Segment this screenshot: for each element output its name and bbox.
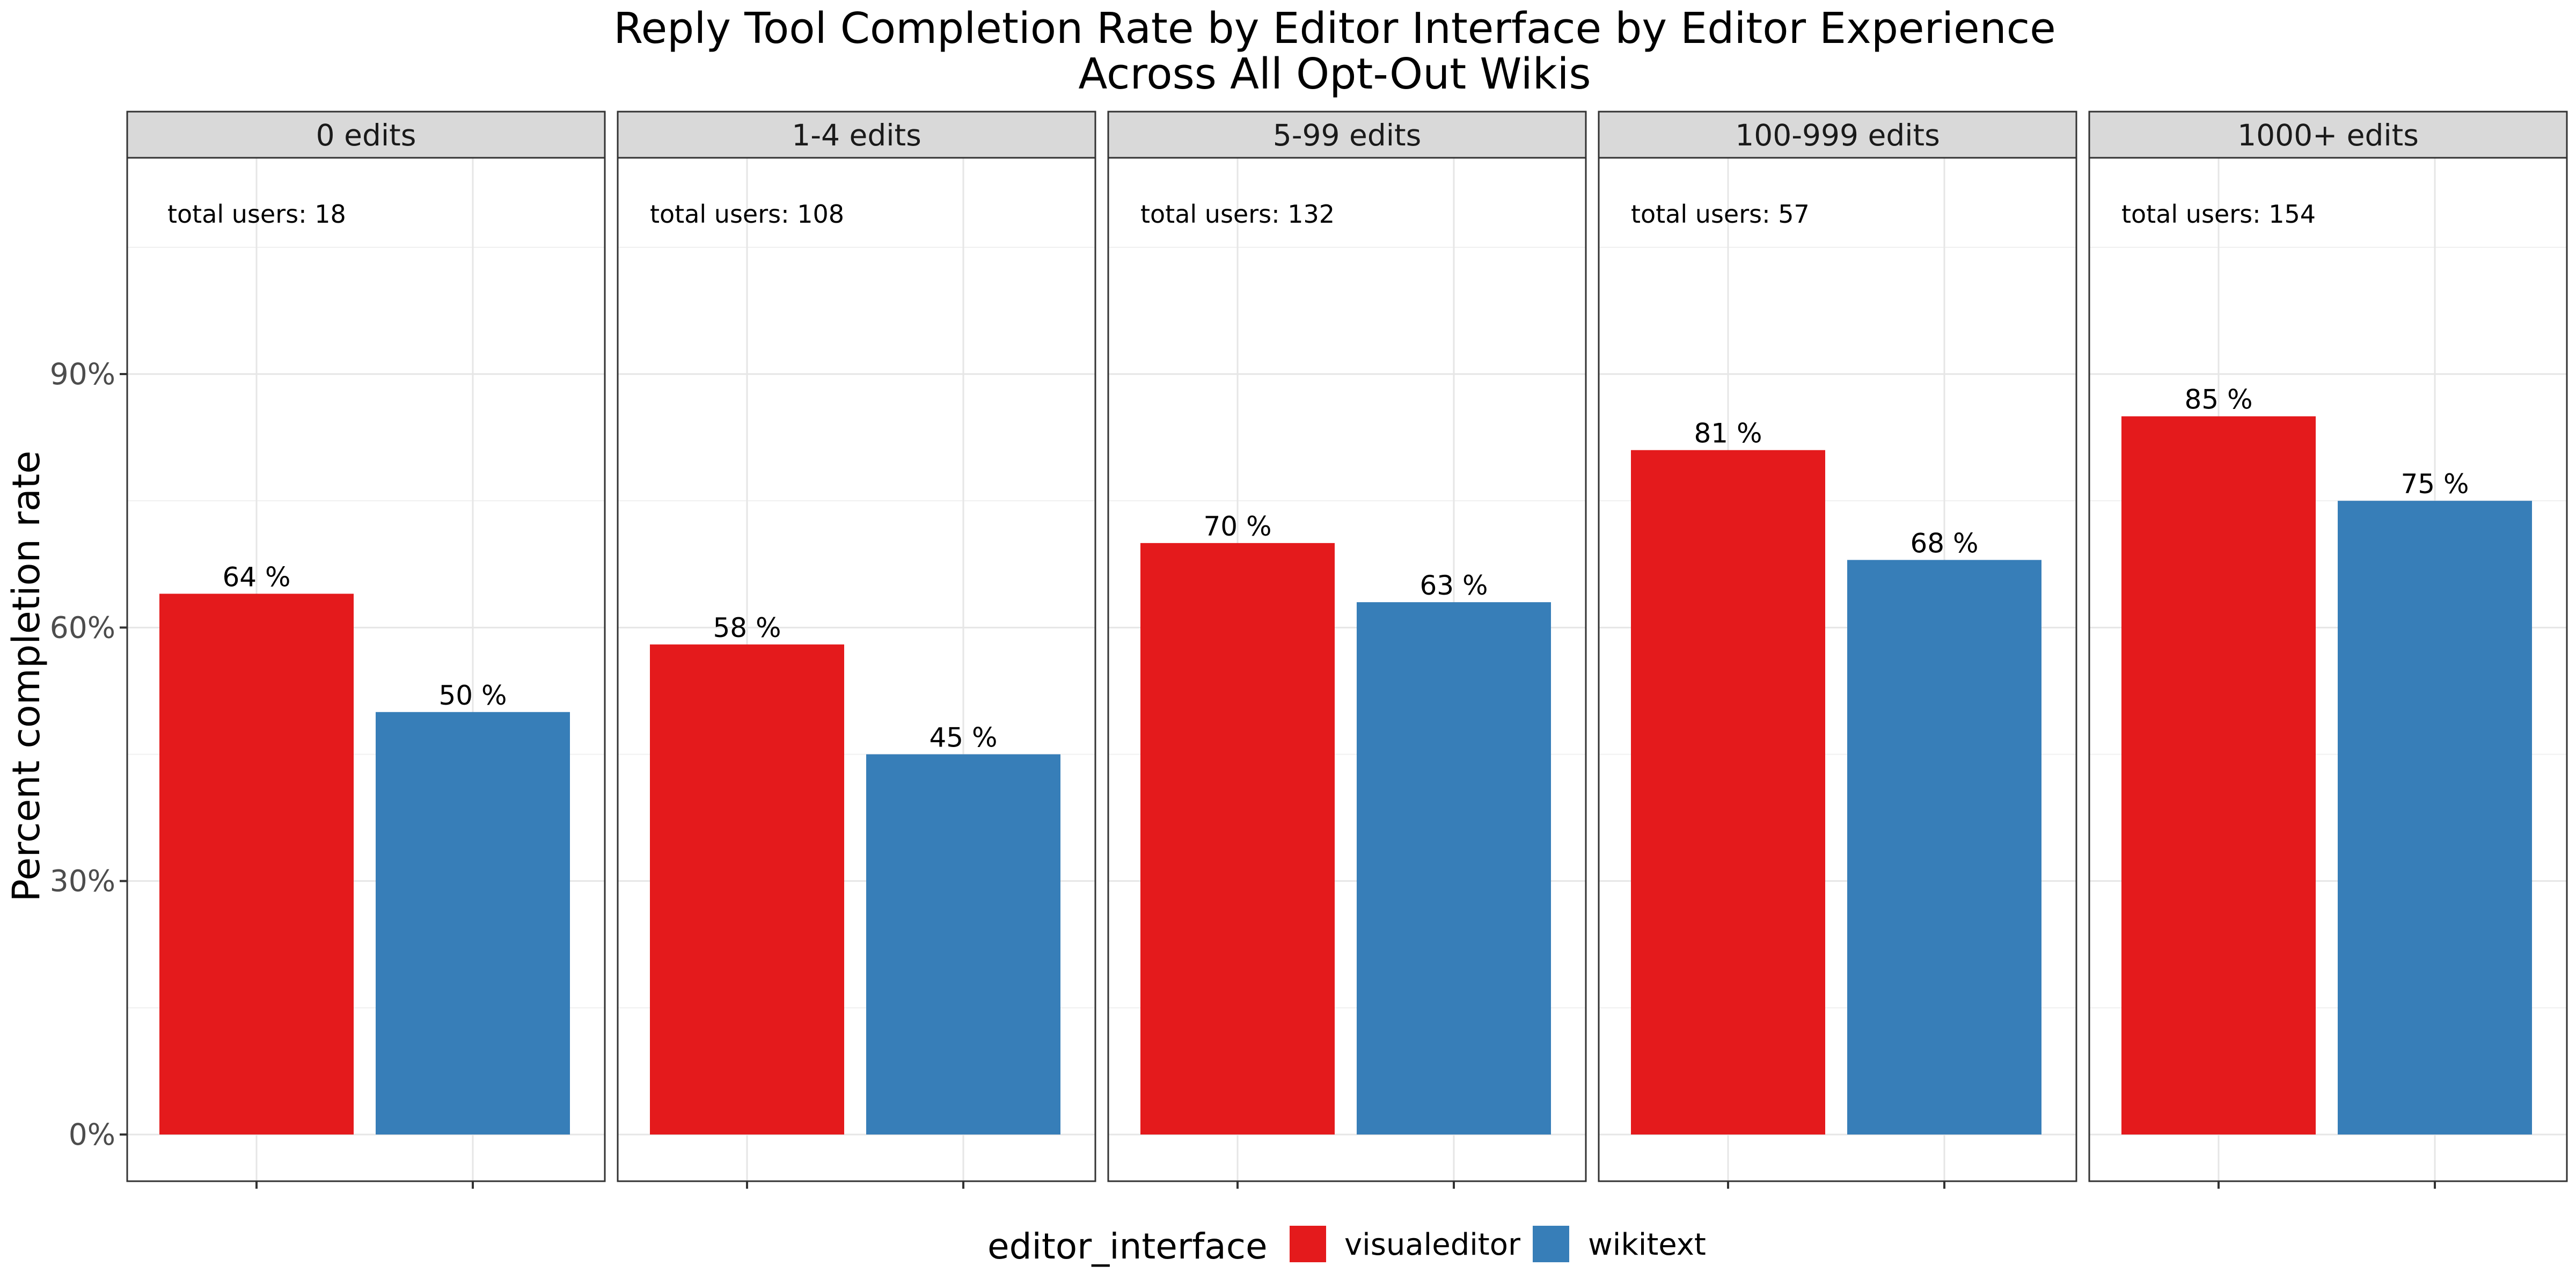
panel-border [2088,157,2568,1182]
legend-label: wikitext [1588,1227,1706,1262]
facet-strip-label: 100-999 edits [1735,118,1940,152]
facet-panel: 100-999 edits total users: 57 81 % 68 % [1598,111,2077,1189]
facet-strip-label: 1-4 edits [792,118,921,152]
bar-wikitext [1847,560,2041,1135]
bar-visualeditor [650,644,844,1135]
bar-wikitext [1357,602,1551,1135]
y-axis-tick-label: 90% [50,357,115,391]
bar-visualeditor [1140,543,1335,1135]
bar-value-label: 64 % [222,561,290,592]
total-users-annotation: total users: 154 [2121,200,2316,229]
y-axis: 0% 30% 60% 90% [50,357,127,1152]
total-users-annotation: total users: 18 [167,200,346,229]
bar-value-label: 70 % [1203,511,1271,542]
legend-label: visualeditor [1344,1227,1521,1262]
chart-title-line2: Across All Opt-Out Wikis [1078,49,1591,99]
facet-strip-label: 1000+ edits [2237,118,2419,152]
legend-key-visualeditor [1290,1226,1326,1262]
bar-visualeditor [1631,450,1825,1135]
panels: 0 edits total users: 18 64 % 50 % 1-4 edits t… [126,111,2568,1189]
bar-value-label: 45 % [929,722,997,753]
facet-strip [1598,111,2077,159]
facet-panel: 5-99 edits total users: 132 70 % 63 % [1107,111,1587,1189]
chart-title-line1: Reply Tool Completion Rate by Editor Int… [613,4,2056,53]
facet-strip [617,111,1096,159]
bar-value-label: 63 % [1419,570,1488,601]
bar-visualeditor [159,594,354,1135]
bar-visualeditor [2121,416,2316,1135]
panel-border [617,157,1096,1182]
total-users-annotation: total users: 108 [650,200,844,229]
bar-value-label: 58 % [713,612,781,643]
facet-strip-label: 5-99 edits [1273,118,1422,152]
bar-value-label: 50 % [438,680,507,711]
total-users-annotation: total users: 132 [1140,200,1335,229]
facet-strip-label: 0 edits [316,118,416,152]
facet-strip [126,111,606,159]
panel-border [1107,157,1587,1182]
panel-border [126,157,606,1182]
legend-key-wikitext [1533,1226,1569,1262]
y-axis-title: Percent completion rate [4,451,48,902]
legend: editor_interface visualeditor wikitext [987,1226,1706,1267]
facet-panel: 0 edits total users: 18 64 % 50 % [126,111,606,1189]
y-axis-tick-label: 30% [50,864,115,898]
facet-panel: 1000+ edits total users: 154 85 % 75 % [2088,111,2568,1189]
facet-strip [2088,111,2568,159]
bar-wikitext [866,754,1060,1135]
y-axis-tick-label: 60% [50,610,115,645]
y-axis-tick-label: 0% [69,1117,115,1152]
bar-value-label: 68 % [1910,528,1978,559]
bar-value-label: 81 % [1694,418,1762,449]
bar-wikitext [2338,501,2532,1135]
panel-border [1598,157,2077,1182]
total-users-annotation: total users: 57 [1631,200,1810,229]
bar-wikitext [376,712,570,1135]
bar-value-label: 85 % [2184,384,2252,415]
legend-title: editor_interface [987,1226,1268,1267]
facet-strip [1107,111,1587,159]
bar-value-label: 75 % [2401,469,2469,500]
facet-panel: 1-4 edits total users: 108 58 % 45 % [617,111,1096,1189]
